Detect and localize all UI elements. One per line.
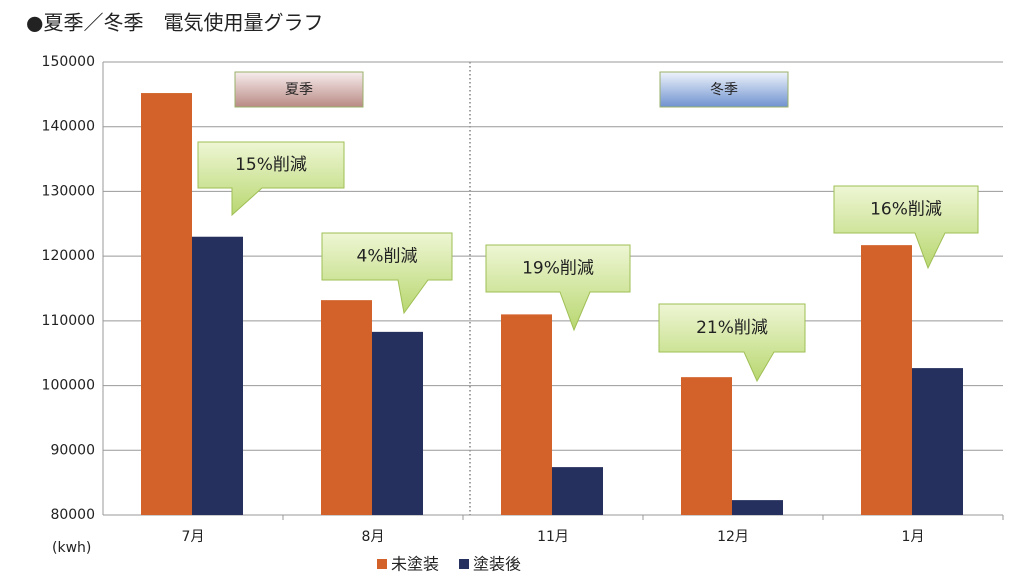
bar [861,245,912,516]
y-tick-label: 150000 [42,54,95,70]
bar [321,300,372,515]
callout-label: 16%削減 [870,200,942,220]
season-box [234,71,364,108]
callout-label: 15%削減 [235,155,307,175]
chart-title: ●夏季／冬季 電気使用量グラフ [26,11,323,35]
x-tick-label: 7月 [182,529,205,545]
callout [658,303,806,383]
bar [552,467,603,515]
legend-swatch [377,559,387,569]
bar [681,377,732,515]
season-box [659,71,789,108]
bar [141,93,192,515]
x-tick-label: 12月 [717,529,749,545]
legend-label: 未塗装 [391,555,439,574]
y-tick-label: 80000 [50,507,95,523]
callout [833,185,979,270]
callout-label: 21%削減 [696,318,768,338]
callout-label: 4%削減 [357,247,418,267]
season-label: 冬季 [710,82,738,98]
y-tick-label: 120000 [42,248,95,264]
callout [321,232,453,315]
bar [732,500,783,515]
y-tick-label: 130000 [42,183,95,199]
y-tick-label: 90000 [50,442,95,458]
y-tick-label: 140000 [42,119,95,135]
callout [197,141,345,217]
bar [372,331,423,515]
bar [912,368,963,515]
x-tick-label: 11月 [537,529,569,545]
callout-label: 19%削減 [522,259,594,279]
y-unit: (kwh) [52,540,91,556]
legend-label: 塗装後 [473,555,521,574]
y-tick-label: 100000 [42,378,95,394]
bar [501,314,552,515]
x-tick-label: 1月 [902,529,925,545]
season-label: 夏季 [285,82,313,98]
x-tick-label: 8月 [362,529,385,545]
callout [485,244,631,332]
y-tick-label: 110000 [42,313,95,329]
legend-swatch [459,559,470,569]
bar [192,236,243,515]
